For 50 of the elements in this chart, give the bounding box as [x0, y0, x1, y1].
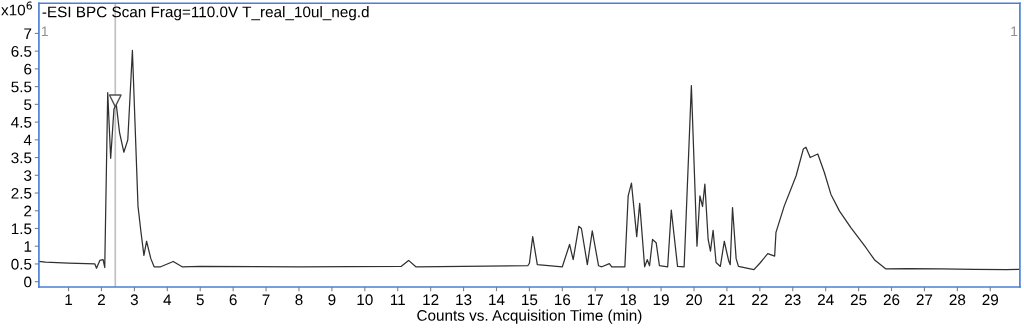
x-tick-label: 12 [423, 294, 439, 306]
x-tick-label: 14 [489, 294, 505, 306]
x-tick-label: 19 [653, 294, 669, 306]
y-tick-label: 0 [24, 276, 32, 288]
x-tick-label: 4 [163, 294, 172, 306]
y-tick-label: 1 [24, 241, 32, 252]
x-tick-label: 6 [229, 294, 237, 306]
annotation: 1 [41, 26, 48, 37]
x-tick-label: 22 [752, 294, 768, 306]
x-axis-title: Counts vs. Acquisition Time (min) [417, 309, 642, 324]
y-tick-label: 4.5 [11, 117, 32, 128]
y-axis-title: x10$^{6}$ [1, 1, 32, 16]
y-tick-label: 3.5 [11, 152, 32, 164]
x-tick-label: 20 [686, 294, 702, 306]
line-series [38, 49, 1020, 271]
y-tick-label: 7 [24, 28, 32, 39]
x-tick-label: 27 [916, 294, 933, 306]
x-tick-label: 3 [130, 294, 138, 306]
x-tick-label: 18 [620, 294, 636, 306]
x-tick-label: 7 [262, 294, 270, 306]
x-tick-label: 13 [456, 294, 472, 306]
y-tick-label: 2.5 [11, 187, 32, 199]
x-tick-label: 25 [850, 294, 867, 306]
x-tick-label: 5 [196, 294, 204, 306]
x-tick-label: 15 [522, 294, 538, 306]
y-tick-label: 1.5 [11, 223, 32, 235]
y-tick-label: 5 [24, 99, 32, 111]
x-tick-label: 16 [555, 294, 571, 306]
x-tick-label: 10 [357, 294, 373, 306]
x-tick-label: 8 [295, 294, 303, 306]
x-tick-label: 24 [817, 294, 834, 306]
x-tick-label: 23 [785, 294, 801, 306]
y-tick-label: 0.5 [11, 258, 32, 270]
x-tick-label: 28 [949, 294, 966, 306]
y-tick-label: 6.5 [11, 46, 32, 57]
x-tick-label: 21 [719, 294, 735, 306]
y-tick-label: 4 [23, 134, 32, 146]
x-tick-label: 2 [97, 294, 105, 306]
y-tick-label: 5.5 [11, 81, 32, 93]
x-tick-label: 1 [65, 294, 73, 306]
x-tick-label: 17 [587, 294, 603, 306]
x-tick-label: 26 [883, 294, 900, 306]
annotation: 1 [1011, 26, 1018, 37]
x-tick-label: 29 [982, 294, 999, 306]
x-tick-label: 11 [390, 294, 405, 306]
y-tick-label: 3 [24, 170, 32, 181]
y-tick-label: 2 [24, 205, 32, 217]
x-tick-label: 9 [328, 294, 336, 306]
y-tick-label: 6 [24, 63, 32, 75]
chart-title: -ESI BPC Scan Frag=110.0V T_real_10ul_neg.d [42, 6, 369, 21]
